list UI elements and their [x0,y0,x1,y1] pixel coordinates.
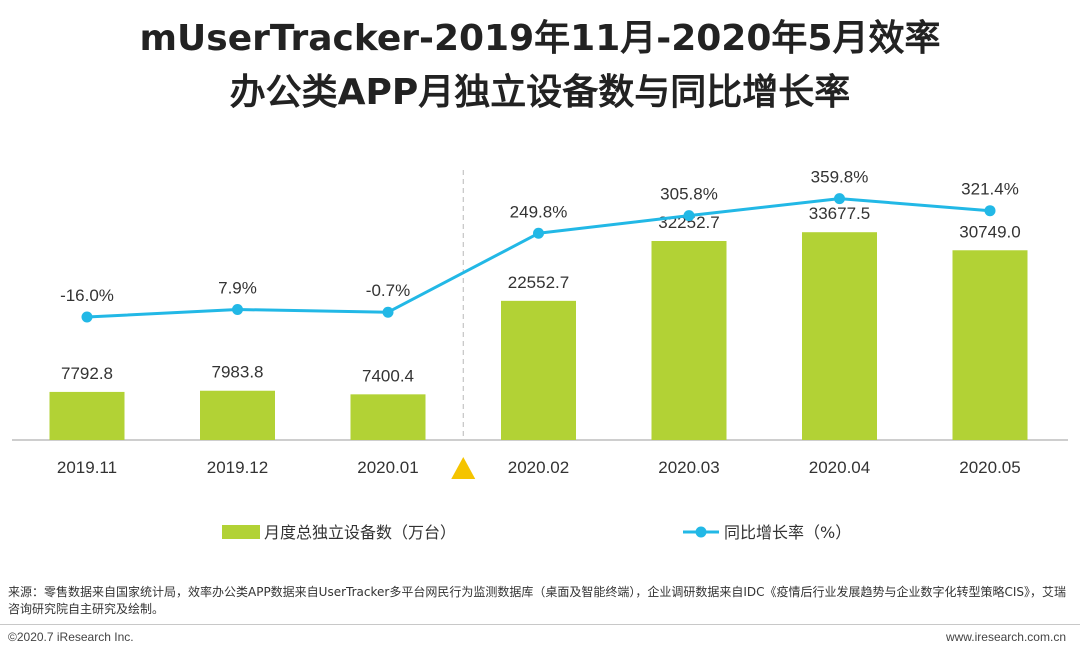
bar-2019.12 [200,390,275,440]
growth-label-2020.05: 321.4% [961,180,1019,199]
copyright: ©2020.7 iResearch Inc. [8,630,134,644]
growth-point-2019.12 [232,304,243,316]
growth-point-2020.05 [984,205,996,217]
growth-point-2020.01 [382,306,394,318]
footer-divider [0,624,1080,625]
x-tick-2020.01: 2020.01 [357,458,418,477]
growth-point-2020.03 [683,210,695,222]
growth-point-2020.02 [533,227,544,239]
x-tick-2020.05: 2020.05 [959,458,1020,477]
x-tick-2019.11: 2019.11 [57,458,117,477]
bar-2020.02 [501,300,576,440]
legend-label-bar: 月度总独立设备数（万台） [264,523,456,542]
growth-label-2020.03: 305.8% [660,185,718,204]
growth-point-2020.04 [834,193,845,205]
bar-2020.05 [952,250,1028,440]
bar-label-2020.01: 7400.4 [362,366,414,385]
source-note: 来源：零售数据来自国家统计局，效率办公类APP数据来自UserTracker多平… [8,585,1067,616]
bar-2019.11 [49,391,125,440]
growth-label-2019.12: 7.9% [218,279,257,298]
bar-label-2020.05: 30749.0 [959,222,1020,241]
bar-label-2020.02: 22552.7 [508,273,569,292]
growth-label-2020.04: 359.8% [811,168,869,187]
growth-label-2020.02: 249.8% [510,202,568,221]
bar-label-2019.11: 7792.8 [61,364,113,383]
chart-title-line-2: 办公类APP月独立设备数与同比增长率 [229,72,851,113]
legend-swatch-line-dot [695,526,707,538]
x-tick-2020.04: 2020.04 [809,458,870,477]
chart-title: mUserTracker-2019年11月-2020年5月效率 办公类APP月独… [0,12,1080,120]
chart-title-line-1: mUserTracker-2019年11月-2020年5月效率 [139,18,941,59]
chart: 7792.8 2019.11 7983.8 2019.12 7400.4 2020.01 2… [12,168,1068,542]
bar-label-2019.12: 7983.8 [212,363,264,382]
bar-2020.01 [350,394,426,440]
x-tick-2019.12: 2019.12 [207,458,268,477]
x-tick-2020.03: 2020.03 [658,458,719,477]
bar-label-2020.04: 33677.5 [809,204,870,223]
bar-2020.04 [802,232,877,440]
growth-point-2019.11 [81,311,93,323]
legend-swatch-bar [222,525,260,539]
marker-triangle [451,457,476,479]
growth-label-2020.01: -0.7% [366,281,410,300]
x-tick-2020.02: 2020.02 [508,458,569,477]
bar-2020.03 [651,240,727,440]
website: www.iresearch.com.cn [945,630,1066,644]
legend-label-line: 同比增长率（%） [724,523,851,542]
growth-label-2019.11: -16.0% [60,286,114,305]
